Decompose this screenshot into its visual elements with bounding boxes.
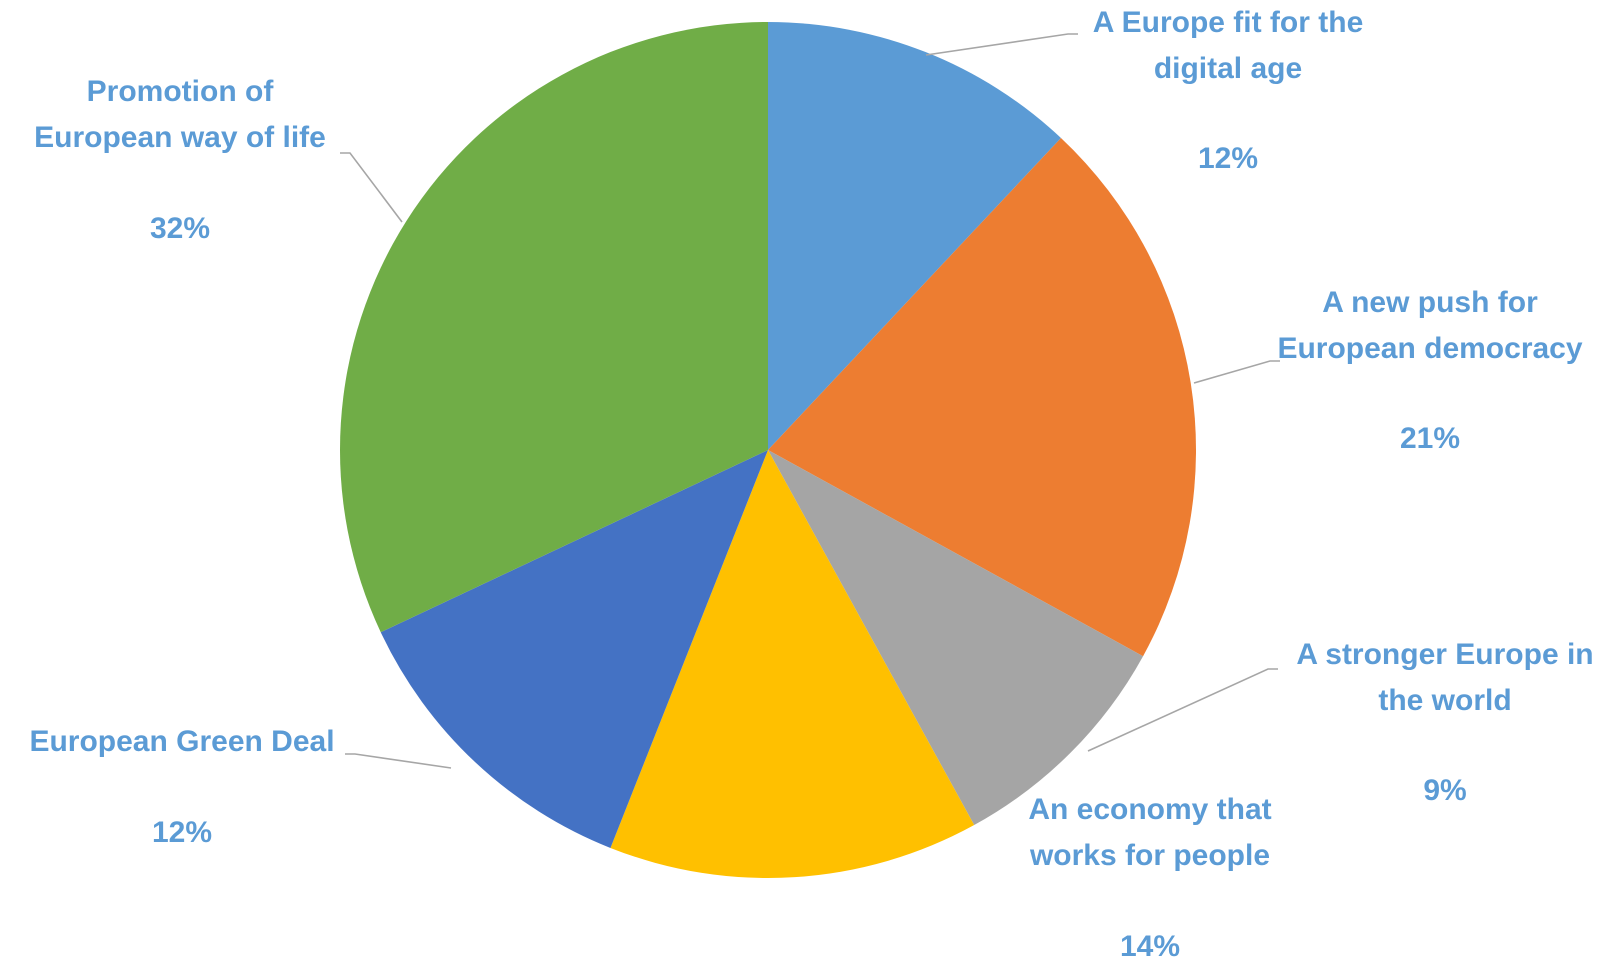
slice-value-label: 21% — [1400, 422, 1460, 455]
slice-label: digital age — [1154, 52, 1302, 85]
slice-label: An economy that — [1028, 793, 1271, 826]
leader-line — [340, 152, 403, 223]
slice-label: A stronger Europe in — [1296, 638, 1593, 671]
slice-label: A Europe fit for the — [1093, 6, 1364, 39]
pie-slice-promotion-of-european-way-of-life — [339, 22, 768, 633]
slice-value-label: 9% — [1423, 774, 1466, 807]
slice-value-label: 12% — [152, 816, 212, 849]
pie-slice-a-stronger-europe-in-the-world — [768, 450, 1144, 826]
slice-label: A new push for — [1322, 286, 1538, 319]
slice-label: European way of life — [34, 121, 326, 154]
slice-value-label: 14% — [1120, 930, 1180, 963]
pie-slice-a-new-push-for-european-democracy — [768, 138, 1197, 657]
pie-slice-european-green-deal — [380, 450, 768, 848]
slice-label: Promotion of — [87, 75, 275, 108]
leader-lines — [340, 33, 1280, 769]
slice-label: works for people — [1029, 839, 1270, 872]
slice-label: the world — [1378, 684, 1511, 717]
leader-line — [925, 33, 1078, 56]
slice-label: European democracy — [1277, 332, 1582, 365]
slice-value-label: 32% — [150, 212, 210, 245]
leader-line — [345, 753, 452, 769]
pie-slice-a-europe-fit-for-the-digital-age — [768, 21, 1061, 450]
slice-value-label: 12% — [1198, 142, 1258, 175]
pie-slices — [339, 21, 1197, 878]
slice-labels: A Europe fit for the digital age 12% A new … — [29, 6, 1593, 963]
leader-line — [1087, 668, 1278, 752]
leader-line — [1193, 360, 1280, 384]
pie-slice-an-economy-that-works-for-people — [610, 450, 975, 878]
slice-label: European Green Deal — [29, 725, 334, 758]
